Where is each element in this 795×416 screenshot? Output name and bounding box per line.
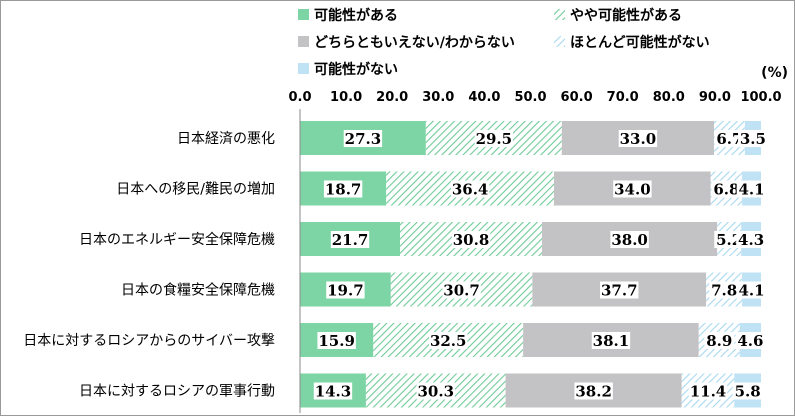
data-label-bg xyxy=(735,332,766,349)
x-tick-label: 30.0 xyxy=(422,90,454,105)
legend-label-5: 可能性がない xyxy=(314,61,398,78)
bars: 27.3 29.5 33.0 6.73.518.7 36.4 34.0 6.8 4.121.7… xyxy=(300,121,768,408)
data-label-bg xyxy=(736,180,767,198)
data-label-bg xyxy=(736,281,767,299)
data-label-bg xyxy=(416,382,455,400)
data-label: 7.8 xyxy=(711,282,737,300)
data-label-bg xyxy=(688,382,728,400)
legend-swatch-4 xyxy=(554,36,565,47)
data-label-bg xyxy=(317,332,356,349)
data-label: 30.3 xyxy=(417,383,454,401)
data-label-bg xyxy=(714,130,745,147)
data-label: 3.5 xyxy=(740,130,766,148)
x-tick-label: 60.0 xyxy=(561,90,593,105)
data-label-bg xyxy=(323,180,363,198)
legend-label-3: どちらともいえない/わからない xyxy=(314,35,515,51)
x-tick-label: 20.0 xyxy=(376,90,408,105)
x-tick-label: 70.0 xyxy=(607,90,639,105)
data-label-bg xyxy=(618,130,658,147)
data-label: 30.8 xyxy=(453,231,490,249)
data-label-bg xyxy=(474,130,514,147)
legend-swatch-5 xyxy=(298,63,309,74)
data-label: 5.8 xyxy=(735,383,761,401)
data-label: 38.0 xyxy=(611,231,648,249)
data-label-bg xyxy=(613,180,652,198)
data-label-bg xyxy=(591,332,631,349)
data-label: 4.1 xyxy=(738,282,764,300)
category-labels: 日本経済の悪化日本への移民/難民の増加日本のエネルギー安全保障危機日本の食糧安全… xyxy=(23,131,275,400)
data-label-bg xyxy=(709,281,740,299)
data-label: 5.2 xyxy=(716,231,742,249)
data-label: 4.3 xyxy=(738,231,764,249)
data-label: 34.0 xyxy=(614,181,651,199)
data-label-bg xyxy=(326,281,365,299)
data-label: 8.9 xyxy=(706,332,732,350)
legend-swatch-2 xyxy=(554,9,565,20)
data-label-bg xyxy=(343,130,383,147)
data-label: 6.8 xyxy=(713,181,739,199)
category-label: 日本に対するロシアからのサイバー攻撃 xyxy=(23,333,275,349)
data-label-bg xyxy=(600,281,639,299)
x-tick-label: 50.0 xyxy=(514,90,546,105)
data-label-bg xyxy=(736,231,766,248)
category-label: 日本経済の悪化 xyxy=(177,131,275,147)
data-label: 36.4 xyxy=(452,181,489,199)
data-label: 19.7 xyxy=(327,282,364,300)
data-label-bg xyxy=(738,130,768,147)
data-label: 18.7 xyxy=(325,181,362,199)
x-tick-label: 10.0 xyxy=(330,90,362,105)
data-label-bg xyxy=(451,231,491,248)
x-tick-label: 80.0 xyxy=(653,90,685,105)
data-label: 38.2 xyxy=(575,383,612,401)
legend-label-4: ほとんど可能性がない xyxy=(570,34,710,51)
data-label: 29.5 xyxy=(476,130,513,148)
category-label: 日本のエネルギー安全保障危機 xyxy=(79,231,275,248)
category-label: 日本への移民/難民の増加 xyxy=(116,182,275,198)
data-label: 11.4 xyxy=(690,383,727,401)
unit-label: (%) xyxy=(761,65,788,81)
data-label: 4.6 xyxy=(737,332,763,350)
data-label-bg xyxy=(450,180,490,198)
data-label-bg xyxy=(330,231,370,248)
data-label-bg xyxy=(704,332,735,349)
data-label-bg xyxy=(442,281,481,299)
data-label: 14.3 xyxy=(315,383,352,401)
x-tick-label: 90.0 xyxy=(699,90,731,105)
unit-label-group: (%) xyxy=(761,65,788,81)
legend-swatch-1 xyxy=(298,9,309,20)
data-label: 30.7 xyxy=(443,282,480,300)
category-label: 日本に対するロシアの軍事行動 xyxy=(79,384,275,400)
data-label-bg xyxy=(732,382,763,400)
x-tick-label: 0.0 xyxy=(288,90,311,105)
data-label: 37.7 xyxy=(601,282,638,300)
data-label: 27.3 xyxy=(345,130,382,148)
data-label: 33.0 xyxy=(620,130,657,148)
legend-swatch-3 xyxy=(298,36,309,47)
data-label-bg xyxy=(574,382,613,400)
category-label: 日本の食糧安全保障危機 xyxy=(121,282,275,299)
data-label-bg xyxy=(429,332,468,349)
data-label-bg xyxy=(711,180,742,198)
data-label: 4.1 xyxy=(738,181,764,199)
legend-label-1: 可能性がある xyxy=(314,7,398,24)
legend-label-2: やや可能性がある xyxy=(570,7,682,24)
data-label: 32.5 xyxy=(430,332,467,350)
data-label: 38.1 xyxy=(593,332,630,350)
data-label: 21.7 xyxy=(332,231,369,249)
x-tick-label: 100.0 xyxy=(740,90,781,105)
data-label: 6.7 xyxy=(716,130,742,148)
data-label: 15.9 xyxy=(318,332,355,350)
data-label-bg xyxy=(313,382,353,400)
data-label-bg xyxy=(610,231,649,248)
x-tick-label: 40.0 xyxy=(468,90,500,105)
x-axis-ticks: 0.0 10.0 20.0 30.0 40.0 50.0 60.0 70.0 80.0 90.0 1… xyxy=(288,90,781,105)
